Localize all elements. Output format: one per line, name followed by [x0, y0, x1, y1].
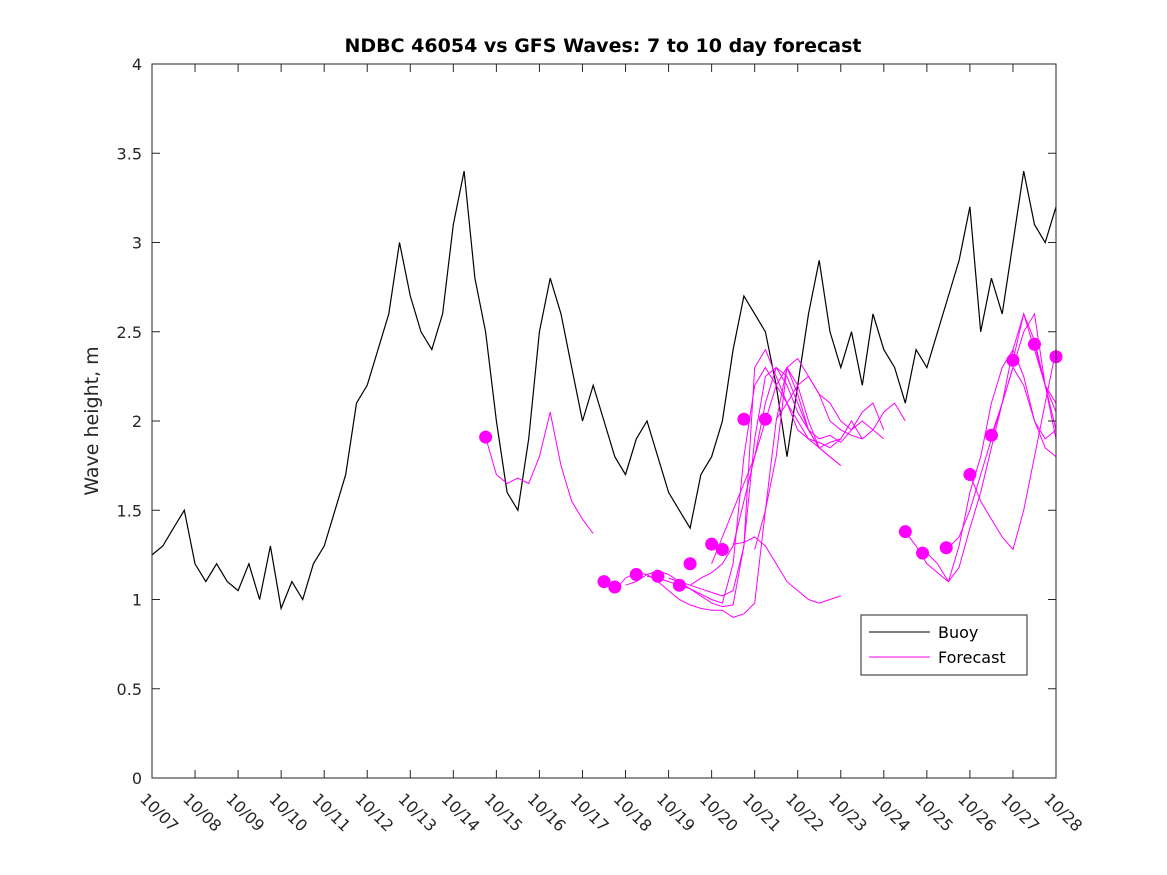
y-axis-label: Wave height, m [81, 346, 103, 495]
forecast-marker [651, 569, 665, 583]
forecast-series-line [904, 348, 1057, 583]
forecast-marker [939, 541, 953, 555]
forecast-series-line [711, 366, 842, 564]
y-tick-label: 3.5 [117, 144, 142, 163]
y-tick-label: 1 [132, 591, 142, 610]
forecast-marker [984, 428, 998, 442]
y-tick-label: 0 [132, 769, 142, 788]
y-tick-label: 4 [132, 55, 142, 74]
y-tick-label: 1.5 [117, 501, 142, 520]
forecast-marker [705, 537, 719, 551]
forecast-series-line [775, 375, 906, 440]
forecast-marker [683, 557, 697, 571]
y-tick-label: 2 [132, 412, 142, 431]
forecast-marker [758, 412, 772, 426]
forecast-marker [608, 580, 622, 594]
forecast-series-line [926, 366, 1057, 583]
forecast-marker [916, 546, 930, 560]
forecast-series-line [689, 366, 842, 586]
forecast-marker [715, 543, 729, 557]
forecast-series-line [969, 349, 1057, 551]
forecast-series-line [1034, 344, 1057, 431]
forecast-marker [672, 578, 686, 592]
forecast-marker [629, 568, 643, 582]
forecast-marker [597, 575, 611, 589]
forecast-marker [1006, 353, 1020, 367]
legend-box [860, 614, 1028, 676]
buoy-series-line [151, 170, 1057, 611]
forecast-marker [737, 412, 751, 426]
legend-buoy-label: Buoy [938, 623, 978, 642]
forecast-marker [1027, 337, 1041, 351]
legend-forecast-label: Forecast [938, 648, 1006, 667]
forecast-series-line [733, 536, 841, 604]
plot-area [151, 170, 1063, 618]
forecast-marker [963, 468, 977, 482]
y-tick-label: 3 [132, 234, 142, 253]
legend: Buoy Forecast [860, 614, 1028, 676]
forecast-marker [479, 430, 493, 444]
y-tick-label: 2.5 [117, 323, 142, 342]
y-tick-label: 0.5 [117, 680, 142, 699]
forecast-marker [898, 525, 912, 539]
chart-title: NDBC 46054 vs GFS Waves: 7 to 10 day for… [344, 35, 861, 57]
forecast-series-line [485, 411, 594, 534]
